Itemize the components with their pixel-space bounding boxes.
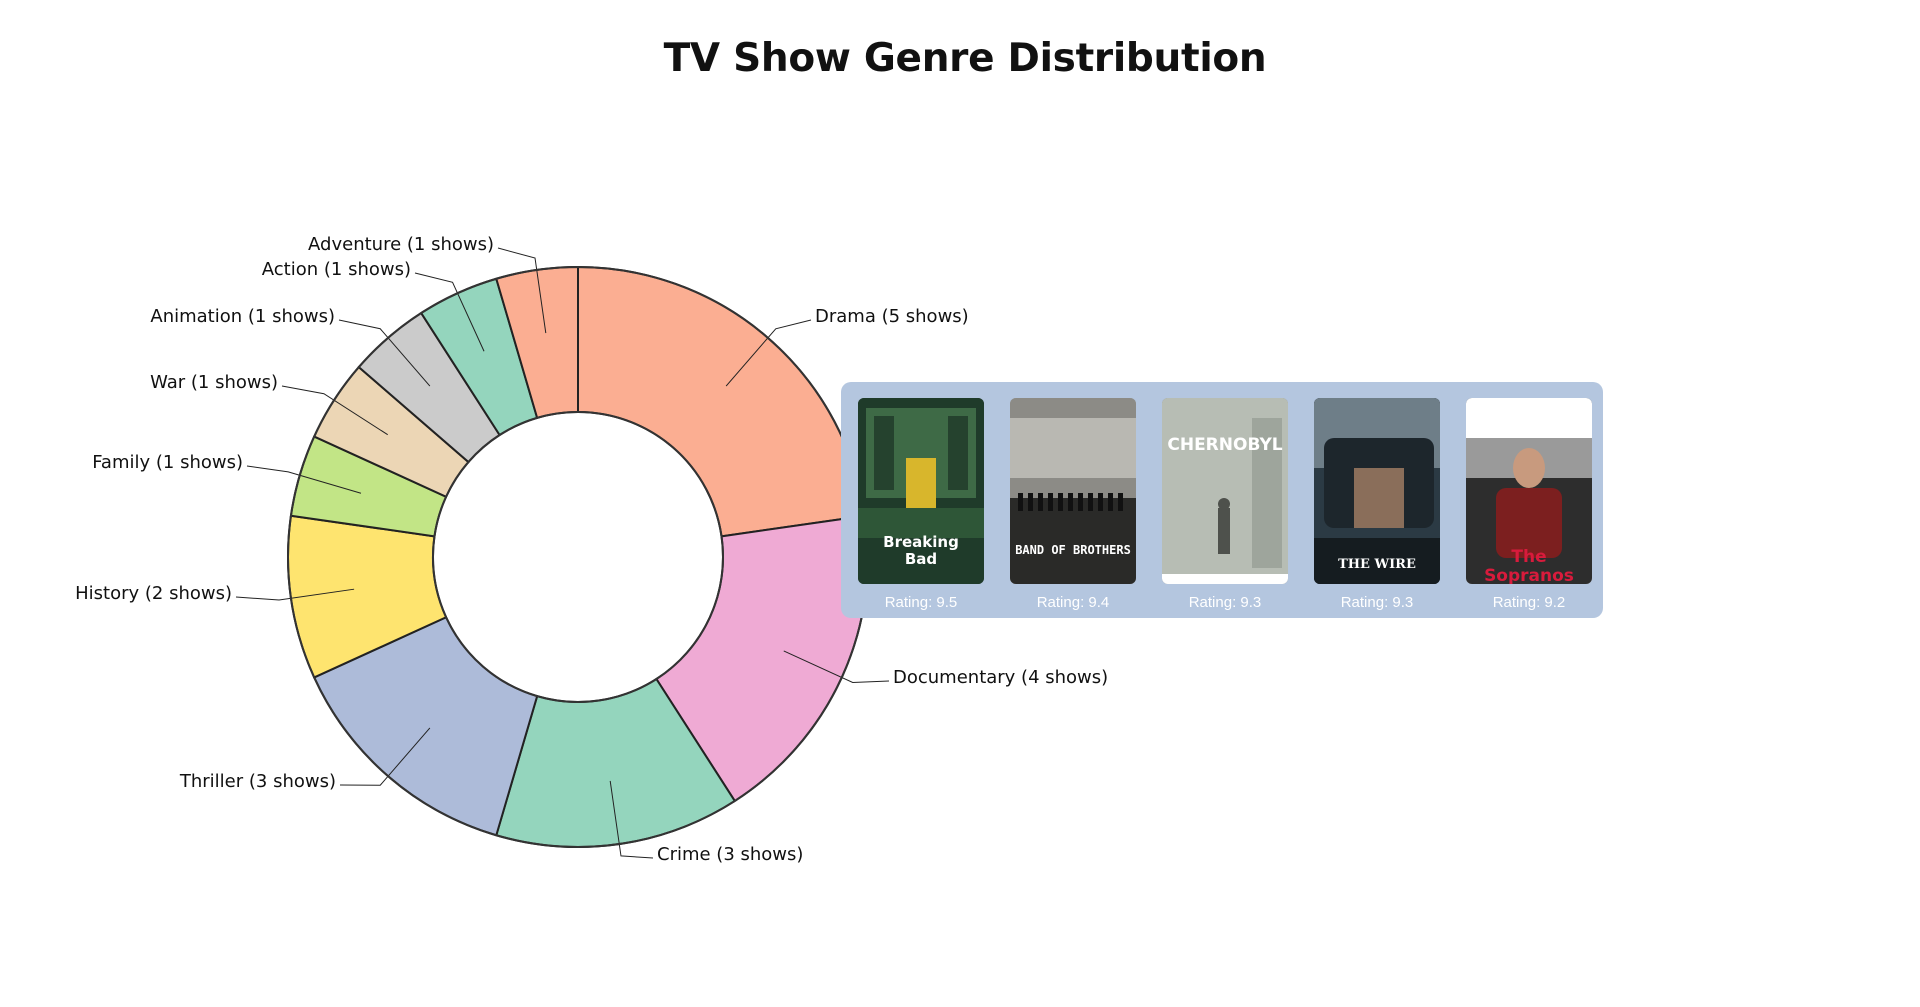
slice-label-adventure: Adventure (1 shows) (308, 234, 494, 255)
slice-labels: Drama (5 shows) Documentary (4 shows) Crim… (75, 234, 1108, 865)
leader-action (414, 272, 485, 352)
poster-card-breaking-bad[interactable]: Breaking Bad Rating: 9.5 (858, 398, 984, 611)
poster-title-line: BAND OF BROTHERS (1015, 543, 1131, 557)
poster-tooltip: Breaking Bad Rating: 9.5 BAND OF BROTHERS R… (841, 382, 1603, 618)
slice-label-history: History (2 shows) (75, 583, 232, 604)
poster-title: CHERNOBYL (1162, 436, 1288, 455)
poster-rating: Rating: 9.5 (884, 594, 958, 611)
slice-label-thriller: Thriller (3 shows) (179, 771, 336, 792)
label-leaders (235, 247, 890, 859)
poster-card-sopranos[interactable]: The Sopranos Rating: 9.2 (1466, 398, 1592, 611)
leader-drama (725, 319, 812, 387)
poster-title-line: CHERNOBYL (1167, 435, 1283, 455)
poster-title-line: Bad (904, 549, 938, 568)
poster-title: THE WIRE (1314, 557, 1440, 572)
poster-card-band-of-brothers[interactable]: BAND OF BROTHERS Rating: 9.4 (1010, 398, 1136, 611)
poster-image-the-wire: THE WIRE (1314, 398, 1440, 584)
leader-war (281, 385, 388, 436)
poster-title-line: Breaking (883, 533, 959, 551)
poster-image-sopranos: The Sopranos (1466, 398, 1592, 584)
poster-image-band-of-brothers: BAND OF BROTHERS (1010, 398, 1136, 584)
slice-label-crime: Crime (3 shows) (657, 844, 803, 865)
leader-history (235, 588, 355, 601)
poster-rating: Rating: 9.3 (1188, 594, 1262, 611)
poster-title: Breaking Bad (858, 534, 984, 567)
leader-family (246, 465, 362, 494)
leader-documentary (783, 650, 890, 683)
slice-label-animation: Animation (1 shows) (150, 306, 335, 327)
poster-image-chernobyl: CHERNOBYL (1162, 398, 1288, 584)
poster-title-line: The Sopranos (1484, 547, 1574, 584)
chart-title: TV Show Genre Distribution (663, 36, 1267, 81)
poster-title-line: THE WIRE (1338, 557, 1416, 572)
slice-label-family: Family (1 shows) (92, 452, 243, 473)
leader-adventure (497, 247, 547, 334)
slice-label-drama: Drama (5 shows) (815, 306, 969, 327)
leader-animation (338, 319, 431, 387)
slice-label-war: War (1 shows) (150, 372, 278, 393)
poster-rating: Rating: 9.4 (1036, 594, 1110, 611)
poster-rating: Rating: 9.2 (1492, 594, 1566, 611)
donut-hole-outline (432, 411, 724, 703)
poster-rating: Rating: 9.3 (1340, 594, 1414, 611)
poster-title: BAND OF BROTHERS (1010, 543, 1136, 557)
donut-slices (287, 265, 869, 848)
leader-thriller (339, 727, 431, 786)
poster-title: The Sopranos (1466, 548, 1592, 584)
poster-card-chernobyl[interactable]: CHERNOBYL Rating: 9.3 (1162, 398, 1288, 611)
poster-card-the-wire[interactable]: THE WIRE Rating: 9.3 (1314, 398, 1440, 611)
slice-label-documentary: Documentary (4 shows) (893, 667, 1108, 688)
leader-crime (609, 780, 654, 859)
poster-image-breaking-bad: Breaking Bad (858, 398, 984, 584)
slice-label-action: Action (1 shows) (262, 259, 411, 280)
